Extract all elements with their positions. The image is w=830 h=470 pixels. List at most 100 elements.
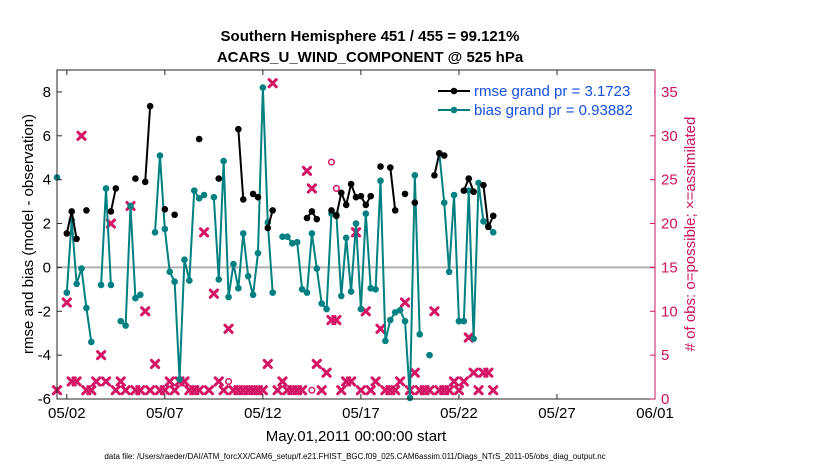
rmse-point xyxy=(239,196,247,203)
y-left-tick-label: -4 xyxy=(38,347,51,364)
y-right-tick-label: 15 xyxy=(661,259,678,276)
bias-point xyxy=(357,305,365,313)
rmse-point xyxy=(254,193,262,201)
obs-assimilated-marker xyxy=(198,227,210,238)
rmse-point xyxy=(367,192,375,200)
rmse-point xyxy=(470,188,477,196)
x-tick-label: 05/22 xyxy=(440,405,478,422)
legend-bias-marker xyxy=(450,106,458,114)
bias-point xyxy=(303,289,311,296)
bias-point xyxy=(254,249,262,257)
obs-assimilated-marker xyxy=(429,306,440,317)
bias-point xyxy=(347,288,355,295)
obs-assimilated-marker xyxy=(448,376,460,387)
bias-point xyxy=(171,278,178,285)
rmse-point xyxy=(480,181,487,189)
obs-assimilated-marker xyxy=(336,385,347,396)
bias-point xyxy=(362,210,370,217)
rmse-point xyxy=(112,185,120,192)
obs-assimilated-marker xyxy=(257,385,268,396)
legend-rmse-label: rmse grand pr = 3.1723 xyxy=(474,83,630,100)
bias-point xyxy=(230,260,237,268)
y-left-tick-label: 2 xyxy=(43,216,51,233)
obs-assimilated-marker xyxy=(316,385,327,396)
obs-possible-marker xyxy=(332,184,340,192)
bias-point xyxy=(122,322,129,329)
bias-point xyxy=(318,300,325,307)
bias-point xyxy=(107,281,115,289)
rmse-line-segment xyxy=(389,167,397,211)
rmse-point xyxy=(303,214,311,222)
rmse-point xyxy=(63,230,71,237)
bias-point xyxy=(313,265,321,272)
obs-assimilated-marker xyxy=(159,385,170,396)
bias-point xyxy=(88,338,95,346)
rmse-point xyxy=(73,235,80,243)
bias-point xyxy=(225,293,232,301)
obs-assimilated-marker xyxy=(140,306,151,317)
rmse-point xyxy=(107,208,115,215)
obs-assimilated-marker xyxy=(115,376,126,387)
bias-point xyxy=(249,291,257,299)
footer-data-file: data file: /Users/raeder/DAI/ATM_forcXX/… xyxy=(104,452,605,461)
bias-point xyxy=(235,284,242,292)
obs-assimilated-marker xyxy=(468,367,479,378)
obs-assimilated-marker xyxy=(203,385,215,396)
rmse-point xyxy=(377,163,384,170)
obs-assimilated-marker xyxy=(71,376,82,387)
x-tick-label: 05/07 xyxy=(146,405,184,422)
rmse-point xyxy=(161,205,169,213)
rmse-point xyxy=(141,178,149,186)
rmse-point xyxy=(308,208,316,215)
obs-assimilated-marker xyxy=(306,183,317,194)
rmse-point xyxy=(83,207,90,214)
series-layer xyxy=(51,78,499,402)
chart-title-line1: Southern Hemisphere 451 / 455 = 99.121% xyxy=(221,28,520,45)
obs-assimilated-marker xyxy=(345,376,357,387)
obs-assimilated-marker xyxy=(149,358,161,370)
bias-point xyxy=(259,84,267,91)
chart-title-line2: ACARS_U_WIND_COMPONENT @ 525 hPa xyxy=(217,49,524,66)
obs-assimilated-marker xyxy=(473,385,484,396)
obs-assimilated-marker xyxy=(311,358,322,370)
obs-assimilated-marker xyxy=(375,323,386,334)
bias-point xyxy=(63,289,71,296)
bias-point xyxy=(455,317,463,325)
obs-assimilated-marker xyxy=(223,323,234,334)
x-axis-label: May.01,2011 00:00:00 start xyxy=(266,428,447,445)
bias-point xyxy=(215,276,223,283)
obs-assimilated-marker xyxy=(213,376,224,387)
bias-point xyxy=(200,191,208,199)
obs-assimilated-marker xyxy=(488,385,499,396)
bias-point xyxy=(244,272,252,280)
obs-assimilated-marker xyxy=(218,385,229,396)
x-tick-label: 05/17 xyxy=(342,405,380,422)
rmse-point xyxy=(431,171,438,179)
obs-assimilated-marker xyxy=(409,367,420,378)
legend-rmse-marker xyxy=(450,87,458,95)
obs-assimilated-marker xyxy=(91,376,102,387)
obs-assimilated-marker xyxy=(390,385,401,396)
y-right-tick-label: 10 xyxy=(661,303,678,320)
obs-assimilated-marker xyxy=(399,297,411,308)
bias-point xyxy=(377,177,384,185)
bias-point xyxy=(401,317,409,325)
y-axis-left: -6 -4 -2 0 2 4 6 8 xyxy=(38,84,62,408)
x-axis: 05/02 05/07 05/12 05/17 05/22 05/27 06/01 xyxy=(48,70,674,422)
bias-point xyxy=(411,171,419,179)
rmse-point xyxy=(146,102,154,110)
rmse-point xyxy=(313,215,321,223)
obs-assimilated-marker xyxy=(395,376,406,387)
obs-assimilated-marker xyxy=(100,376,112,387)
rmse-point xyxy=(215,175,223,182)
obs-assimilated-marker xyxy=(331,314,342,326)
bias-point xyxy=(445,268,453,276)
bias-point xyxy=(176,375,183,383)
rmse-line-segment xyxy=(109,188,117,212)
bias-point xyxy=(190,187,198,194)
bias-line-segment xyxy=(65,220,93,343)
obs-assimilated-marker xyxy=(194,385,205,396)
rmse-line-segment xyxy=(144,106,152,182)
obs-assimilated-marker xyxy=(262,358,273,370)
